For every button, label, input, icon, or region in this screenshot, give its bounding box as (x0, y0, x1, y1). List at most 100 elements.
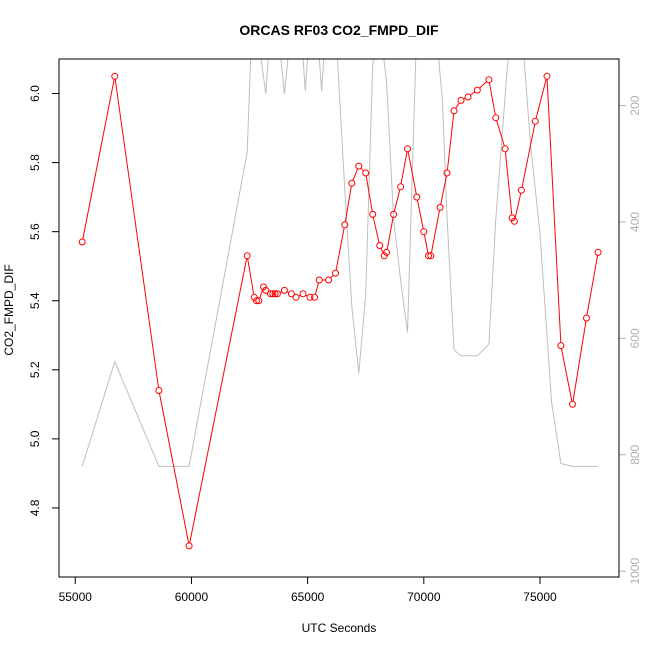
y-tick-label: 5.4 (28, 292, 42, 309)
series-line-segment (247, 258, 255, 295)
data-point (501, 145, 509, 153)
series-line-segment (546, 79, 562, 343)
y2-tick-label: 600 (628, 328, 642, 348)
data-point (404, 145, 411, 153)
data-point (450, 107, 458, 115)
series-line-segment (586, 255, 599, 316)
series-line-segment (455, 102, 460, 109)
data-point (253, 297, 260, 305)
data-point (280, 286, 288, 294)
data-point (473, 86, 481, 94)
y2-tick-label: 800 (628, 444, 642, 464)
data-point (111, 72, 119, 80)
series-line-segment (440, 175, 447, 205)
series-line-segment (416, 200, 424, 229)
secondary-series-line (81, 59, 599, 467)
series-line-segment (159, 393, 190, 544)
series-line-segment (423, 234, 429, 253)
series-line-segment (330, 274, 334, 279)
data-point (306, 293, 314, 301)
y-tick-label: 5.6 (28, 223, 42, 240)
data-point (355, 162, 363, 170)
data-point (315, 276, 323, 284)
data-point (243, 252, 251, 260)
series-line-segment (470, 91, 476, 96)
series-line-segment (393, 189, 401, 212)
data-point (273, 290, 281, 298)
data-point (397, 183, 405, 191)
data-point (543, 72, 551, 80)
data-point (292, 293, 300, 301)
series-line-segment (572, 320, 587, 402)
series-line-segment (344, 186, 352, 222)
data-point (425, 252, 432, 260)
data-point (269, 290, 277, 298)
data-point (427, 252, 435, 260)
y2-tick-label: 400 (628, 212, 642, 232)
y2-tick-label: 200 (628, 95, 642, 115)
series-line-segment (514, 193, 522, 219)
data-point (332, 269, 339, 277)
y-tick-label: 6.0 (28, 85, 42, 102)
series-line-segment (535, 79, 547, 119)
y-axis-label: CO2_FMPD_DIF (2, 264, 16, 355)
series-line-segment (407, 151, 417, 195)
series-line-segment (259, 289, 263, 299)
series-line-segment (488, 82, 496, 115)
secondary-series-layer (81, 59, 599, 467)
data-point (341, 221, 349, 229)
x-tick-label: 65000 (291, 590, 325, 604)
series-line-segment (496, 120, 505, 147)
data-point (260, 283, 267, 291)
series-line-segment (400, 151, 408, 184)
x-tick-label: 55000 (59, 590, 93, 604)
x-axis-label: UTC Seconds (302, 621, 377, 635)
data-point (390, 210, 398, 218)
series-line-segment (561, 348, 573, 402)
data-point (376, 242, 384, 249)
series-line-segment (365, 175, 373, 212)
series-line-segment (479, 81, 487, 89)
data-point (348, 179, 356, 187)
y-tick-label: 5.0 (28, 430, 42, 447)
x-tick-label: 75000 (523, 590, 557, 604)
series-line-segment (446, 113, 455, 171)
data-point (492, 114, 500, 122)
data-point (413, 193, 421, 201)
data-point (464, 93, 472, 101)
data-point (369, 210, 377, 218)
series-line-segment (380, 247, 384, 254)
data-point (362, 169, 370, 177)
series-line-segment (360, 167, 364, 172)
data-point (262, 286, 270, 294)
data-point (185, 542, 193, 550)
data-point (155, 387, 163, 394)
data-point (443, 169, 451, 177)
data-point (325, 276, 332, 284)
plot-frame (58, 58, 620, 578)
x-tick-label: 60000 (175, 590, 209, 604)
y2-tick-label: 1000 (628, 558, 642, 585)
y-tick-label: 4.8 (28, 499, 42, 516)
series-line-segment (314, 282, 319, 295)
series-line-segment (430, 210, 440, 253)
y-tick-label: 5.2 (28, 361, 42, 378)
x-tick-label: 70000 (407, 590, 441, 604)
data-point (299, 290, 307, 298)
data-point (457, 96, 465, 104)
data-point (531, 117, 539, 125)
series-line-segment (189, 258, 248, 544)
series-line-segment (521, 124, 536, 188)
data-point (557, 342, 565, 350)
chart-title: ORCAS RF03 CO2_FMPD_DIF (239, 22, 439, 38)
data-point (517, 186, 525, 194)
axes-layer: 55000 60000 65000 70000 75000 4.8 5.0 5.2 5.4 5.6… (28, 85, 642, 604)
data-point (78, 238, 86, 246)
data-point (311, 293, 319, 301)
series-line-segment (504, 151, 513, 215)
data-point (271, 290, 279, 298)
series-line-segment (352, 168, 359, 181)
series-line-segment (372, 217, 380, 243)
series-line-segment (335, 227, 345, 271)
